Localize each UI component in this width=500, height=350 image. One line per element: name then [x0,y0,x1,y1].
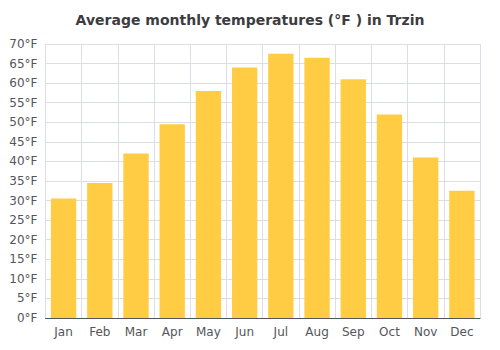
svg-text:65°F: 65°F [9,57,37,71]
svg-text:Average monthly temperatures (: Average monthly temperatures (°F ) in Tr… [76,12,425,28]
svg-text:70°F: 70°F [9,37,37,51]
svg-text:40°F: 40°F [9,154,37,168]
svg-text:0°F: 0°F [17,311,38,325]
svg-text:May: May [196,325,221,339]
svg-text:Mar: Mar [125,325,148,339]
svg-text:Feb: Feb [89,325,110,339]
svg-text:Apr: Apr [162,325,183,339]
svg-text:10°F: 10°F [9,272,37,286]
svg-text:25°F: 25°F [9,213,37,227]
svg-text:Dec: Dec [450,325,473,339]
svg-text:Jun: Jun [234,325,254,339]
svg-text:35°F: 35°F [9,174,37,188]
svg-text:15°F: 15°F [9,252,37,266]
svg-text:20°F: 20°F [9,233,37,247]
svg-text:Jan: Jan [53,325,72,339]
svg-text:Aug: Aug [305,325,328,339]
svg-text:Oct: Oct [379,325,400,339]
svg-text:45°F: 45°F [9,135,37,149]
svg-text:Nov: Nov [414,325,437,339]
svg-text:5°F: 5°F [17,291,38,305]
svg-text:30°F: 30°F [9,194,37,208]
svg-text:55°F: 55°F [9,96,37,110]
svg-text:Sep: Sep [342,325,365,339]
svg-text:60°F: 60°F [9,76,37,90]
svg-text:50°F: 50°F [9,115,37,129]
svg-text:Jul: Jul [273,325,288,339]
